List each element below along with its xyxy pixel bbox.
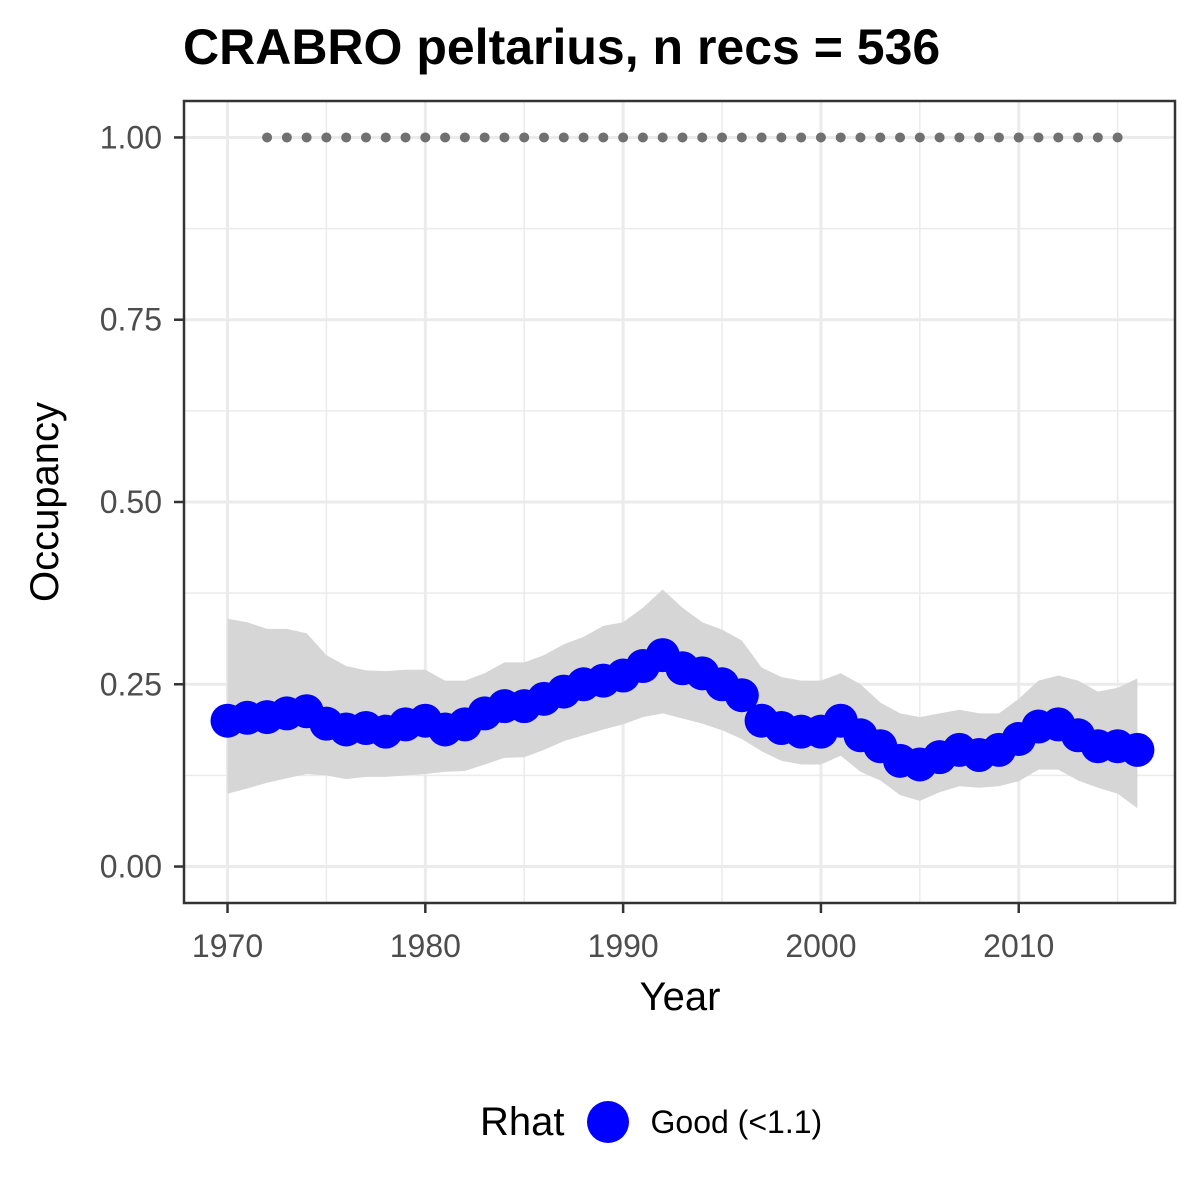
record-dot xyxy=(341,132,352,143)
record-dot xyxy=(815,132,826,143)
y-tick-label: 0.75 xyxy=(100,302,162,338)
record-dot xyxy=(262,132,273,143)
record-dot xyxy=(1013,132,1024,143)
occupancy-points-layer xyxy=(210,638,1155,782)
record-dot xyxy=(835,132,846,143)
record-dot xyxy=(993,132,1004,143)
record-dot xyxy=(281,132,292,143)
record-dot xyxy=(756,132,767,143)
record-dot xyxy=(360,132,371,143)
record-dot xyxy=(677,132,688,143)
record-dot xyxy=(697,132,708,143)
record-dot xyxy=(598,132,609,143)
record-dot xyxy=(321,132,332,143)
axes: 1970 1980 1990 2000 2010 0.00 0.25 0.50 0.75 1.00 xyxy=(100,119,1055,964)
record-dot xyxy=(539,132,550,143)
y-axis-label: Occupancy xyxy=(23,402,67,602)
record-dot xyxy=(1053,132,1064,143)
record-dot xyxy=(440,132,451,143)
record-dot xyxy=(796,132,807,143)
record-dot xyxy=(974,132,985,143)
legend: Rhat Good (<1.1) xyxy=(480,1094,822,1150)
x-tick-label: 2000 xyxy=(785,928,856,964)
record-dot xyxy=(420,132,431,143)
record-dot xyxy=(499,132,510,143)
legend-title: Rhat xyxy=(480,1099,565,1144)
record-dot xyxy=(875,132,886,143)
record-dot xyxy=(934,132,945,143)
record-dot xyxy=(657,132,668,143)
record-dot xyxy=(301,132,312,143)
record-dot xyxy=(1073,132,1084,143)
record-dot xyxy=(914,132,925,143)
record-dot xyxy=(717,132,728,143)
record-dot xyxy=(1033,132,1044,143)
x-tick-label: 2010 xyxy=(983,928,1054,964)
record-dot xyxy=(736,132,747,143)
y-tick-label: 0.25 xyxy=(100,666,162,702)
record-dot xyxy=(1092,132,1103,143)
occupancy-point xyxy=(724,678,759,713)
x-tick-label: 1980 xyxy=(390,928,461,964)
record-dot xyxy=(380,132,391,143)
record-dots-layer xyxy=(262,132,1123,143)
record-dot xyxy=(895,132,906,143)
x-tick-label: 1990 xyxy=(588,928,659,964)
record-dot xyxy=(637,132,648,143)
record-dot xyxy=(776,132,787,143)
x-axis-label: Year xyxy=(640,975,721,1019)
record-dot xyxy=(519,132,530,143)
record-dot xyxy=(954,132,965,143)
record-dot xyxy=(558,132,569,143)
legend-key-good xyxy=(586,1101,629,1143)
record-dot xyxy=(400,132,411,143)
chart-title: CRABRO peltarius, n recs = 536 xyxy=(183,19,941,75)
record-dot xyxy=(1112,132,1123,143)
record-dot xyxy=(459,132,470,143)
record-dot xyxy=(618,132,629,143)
y-tick-label: 0.00 xyxy=(100,849,162,885)
legend-label-good: Good (<1.1) xyxy=(650,1103,823,1140)
y-tick-label: 1.00 xyxy=(100,119,162,155)
record-dot xyxy=(855,132,866,143)
y-tick-label: 0.50 xyxy=(100,484,162,520)
record-dot xyxy=(578,132,589,143)
x-tick-label: 1970 xyxy=(192,928,263,964)
record-dot xyxy=(479,132,490,143)
occupancy-point xyxy=(1120,732,1155,767)
